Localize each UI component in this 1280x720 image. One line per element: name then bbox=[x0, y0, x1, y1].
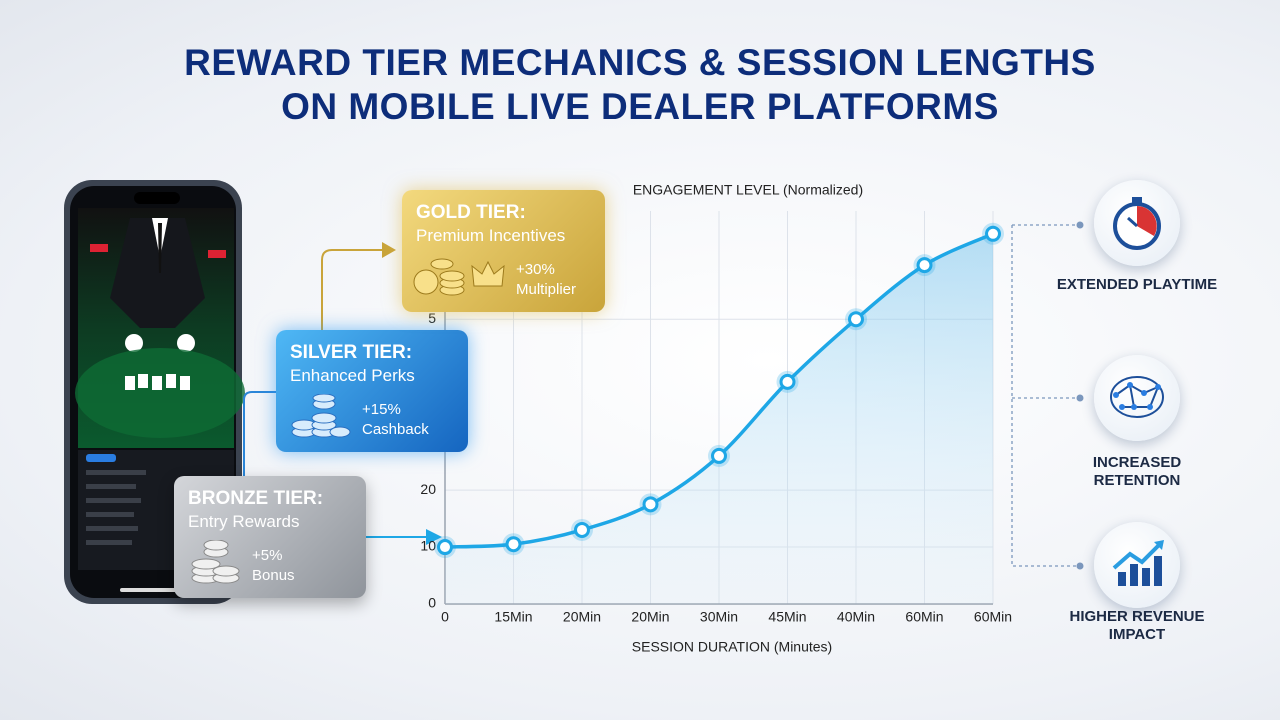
x-tick-label: 15Min bbox=[494, 609, 532, 625]
impact-label: HIGHER REVENUE IMPACT bbox=[1069, 608, 1205, 643]
tier-amount: +30% bbox=[516, 261, 555, 278]
marker bbox=[711, 447, 727, 464]
arrow-head bbox=[426, 529, 442, 545]
marker bbox=[437, 539, 453, 556]
tier-title: SILVER TIER: bbox=[290, 342, 413, 363]
coins-icon bbox=[191, 540, 240, 584]
connector bbox=[243, 391, 276, 478]
marker bbox=[574, 521, 590, 538]
y-tick-label: 0 bbox=[428, 595, 436, 611]
x-tick-label: 60Min bbox=[974, 609, 1012, 625]
tier-amount: +15% bbox=[362, 401, 401, 418]
stopwatch-icon bbox=[1113, 197, 1161, 250]
marker bbox=[985, 225, 1001, 242]
x-tick-label: 30Min bbox=[700, 609, 738, 625]
network-icon bbox=[1110, 376, 1164, 418]
connector bbox=[321, 249, 390, 330]
tier-subtitle: Entry Rewards bbox=[188, 512, 300, 531]
impact-links bbox=[1011, 224, 1080, 567]
tier-subtitle: Premium Incentives bbox=[416, 226, 566, 245]
arrow-head bbox=[382, 242, 396, 258]
tier-card: GOLD TIER: Premium Incentives +30% Multip… bbox=[402, 190, 605, 312]
impact-badge bbox=[1094, 522, 1180, 608]
x-tick-label: 20Min bbox=[631, 609, 669, 625]
coins-icon bbox=[413, 258, 505, 296]
tier-card: BRONZE TIER: Entry Rewards +5% Bonus bbox=[174, 476, 366, 598]
x-tick-label: 0 bbox=[441, 609, 449, 625]
x-axis-label: SESSION DURATION (Minutes) bbox=[632, 639, 832, 655]
impact-badge bbox=[1094, 355, 1180, 441]
tier-card: SILVER TIER: Enhanced Perks +15% Cashback bbox=[276, 330, 468, 452]
tier-reward: Multiplier bbox=[516, 281, 577, 298]
y-axis-label: ENGAGEMENT LEVEL (Normalized) bbox=[633, 182, 863, 198]
x-tick-label: 20Min bbox=[563, 609, 601, 625]
marker bbox=[642, 496, 659, 513]
growth-icon bbox=[1112, 540, 1164, 586]
y-tick-label: 5 bbox=[428, 310, 436, 326]
x-tick-label: 60Min bbox=[905, 609, 943, 625]
y-tick-label: 10 bbox=[420, 538, 436, 554]
impact-badge bbox=[1094, 180, 1180, 266]
x-tick-label: 40Min bbox=[837, 609, 875, 625]
title-line: ON MOBILE LIVE DEALER PLATFORMS bbox=[281, 86, 999, 127]
impact-label: INCREASED RETENTION bbox=[1092, 454, 1182, 489]
coins-icon bbox=[291, 394, 351, 438]
tier-subtitle: Enhanced Perks bbox=[290, 366, 415, 385]
marker bbox=[505, 536, 522, 553]
marker bbox=[779, 373, 796, 390]
phone bbox=[64, 180, 245, 604]
impact-label: EXTENDED PLAYTIME bbox=[1056, 276, 1218, 293]
x-tick-label: 45Min bbox=[768, 609, 806, 625]
tier-amount: +5% bbox=[252, 547, 283, 564]
y-tick-label: 20 bbox=[420, 481, 436, 497]
tier-title: GOLD TIER: bbox=[416, 202, 526, 223]
title-line: REWARD TIER MECHANICS & SESSION LENGTHS bbox=[184, 42, 1096, 83]
tier-reward: Cashback bbox=[362, 421, 429, 438]
tier-title: BRONZE TIER: bbox=[188, 488, 324, 509]
marker bbox=[848, 311, 864, 328]
tier-reward: Bonus bbox=[252, 567, 295, 584]
marker bbox=[916, 257, 933, 274]
